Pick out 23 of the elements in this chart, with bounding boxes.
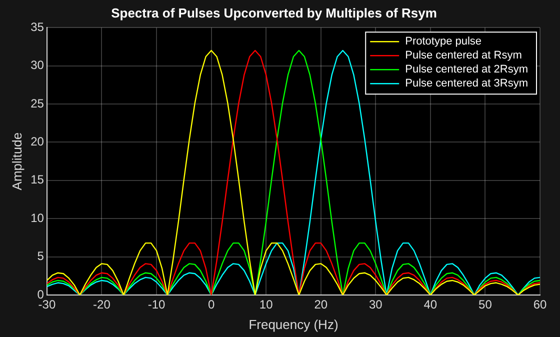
x-tick-label: 0 <box>208 298 215 312</box>
y-axis-title: Amplitude <box>9 132 24 190</box>
legend-label: Pulse centered at 2Rsym <box>405 64 528 76</box>
y-tick-label: 25 <box>30 96 44 110</box>
x-tick-label: 60 <box>533 298 547 312</box>
y-tick-label: 10 <box>30 210 44 225</box>
y-tick-label: 30 <box>30 58 44 72</box>
x-tick-label: 50 <box>478 298 492 312</box>
x-axis-title: Frequency (Hz) <box>248 316 338 332</box>
y-tick-label: 35 <box>30 20 44 34</box>
x-tick-label: 30 <box>368 298 383 312</box>
legend-label: Prototype pulse <box>405 36 482 48</box>
x-tick-label: 20 <box>314 298 328 312</box>
legend-label: Pulse centered at 3Rsym <box>405 78 528 90</box>
x-tick-label: 40 <box>424 298 438 312</box>
y-tick-label: 15 <box>30 172 44 187</box>
chart-title: Spectra of Pulses Upconverted by Multiples of Rsym <box>111 5 437 20</box>
y-tick-label: 20 <box>30 134 44 149</box>
legend-label: Pulse centered at Rsym <box>405 50 522 62</box>
x-tick-label: 10 <box>259 298 274 312</box>
y-tick-label: 5 <box>37 249 44 264</box>
x-tick-label: -20 <box>93 298 111 312</box>
x-tick-label: -10 <box>148 298 166 312</box>
